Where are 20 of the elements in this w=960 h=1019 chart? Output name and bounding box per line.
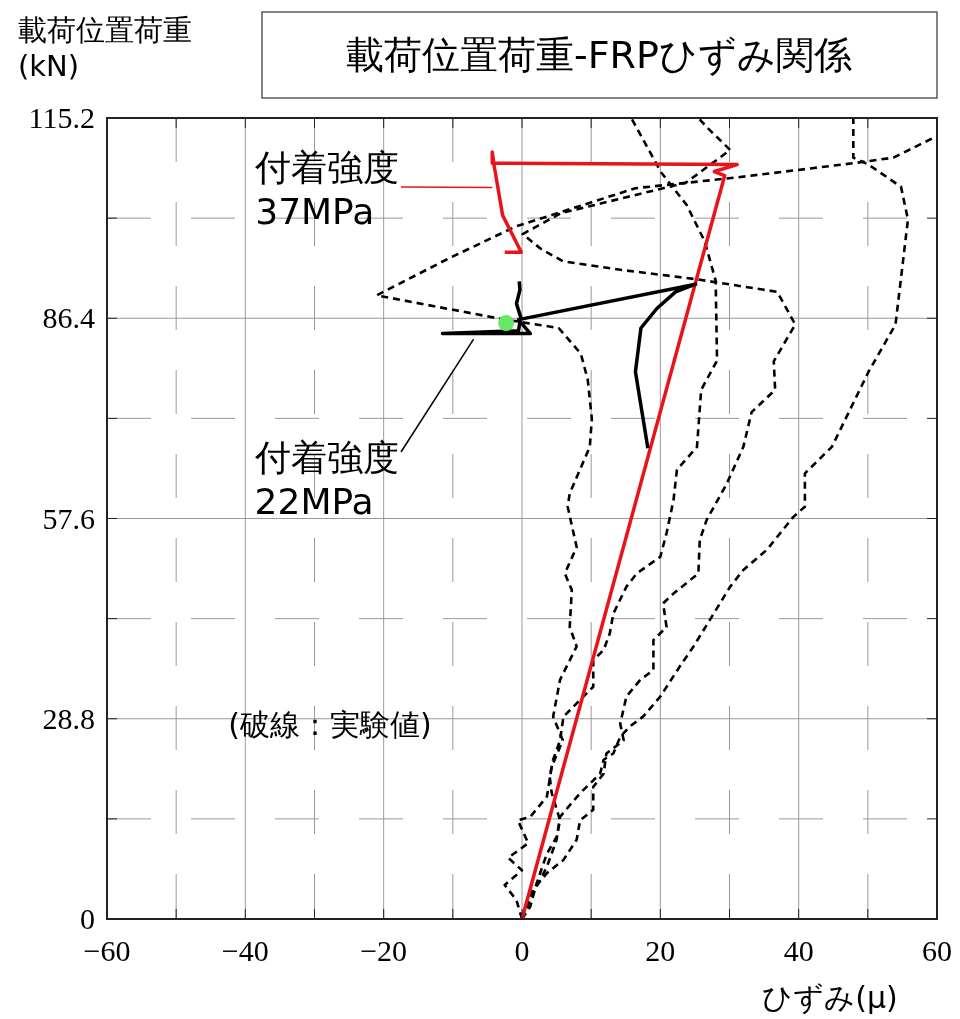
x-tick-label: −40 [221,934,269,967]
x-tick-label: 40 [783,934,814,967]
annotation: 付着強度 37MPa [254,146,400,232]
y-tick-label: 28.8 [42,701,95,735]
x-tick-label: 0 [514,934,530,967]
x-tick-label: −60 [83,934,131,967]
x-tick-label: −20 [360,934,408,967]
line-series [440,279,698,451]
x-tick-label: 60 [922,934,952,967]
y-tick-label: 57.6 [42,501,95,535]
y-tick-label: 86.4 [42,301,95,335]
annotation: 付着強度 22MPa [253,437,399,523]
annotation: (破線：実験値) [228,707,432,742]
line-series [490,150,739,921]
y-axis-title: 載荷位置荷重 (kN) [18,13,192,83]
y-tick-label: 115.2 [28,101,95,134]
x-axis-title: ひずみ(μ) [762,980,898,1015]
x-tick-label: 20 [645,934,676,967]
y-tick-label: 0 [80,902,95,935]
chart-title: 載荷位置荷重-FRPひずみ関係 [346,33,852,77]
